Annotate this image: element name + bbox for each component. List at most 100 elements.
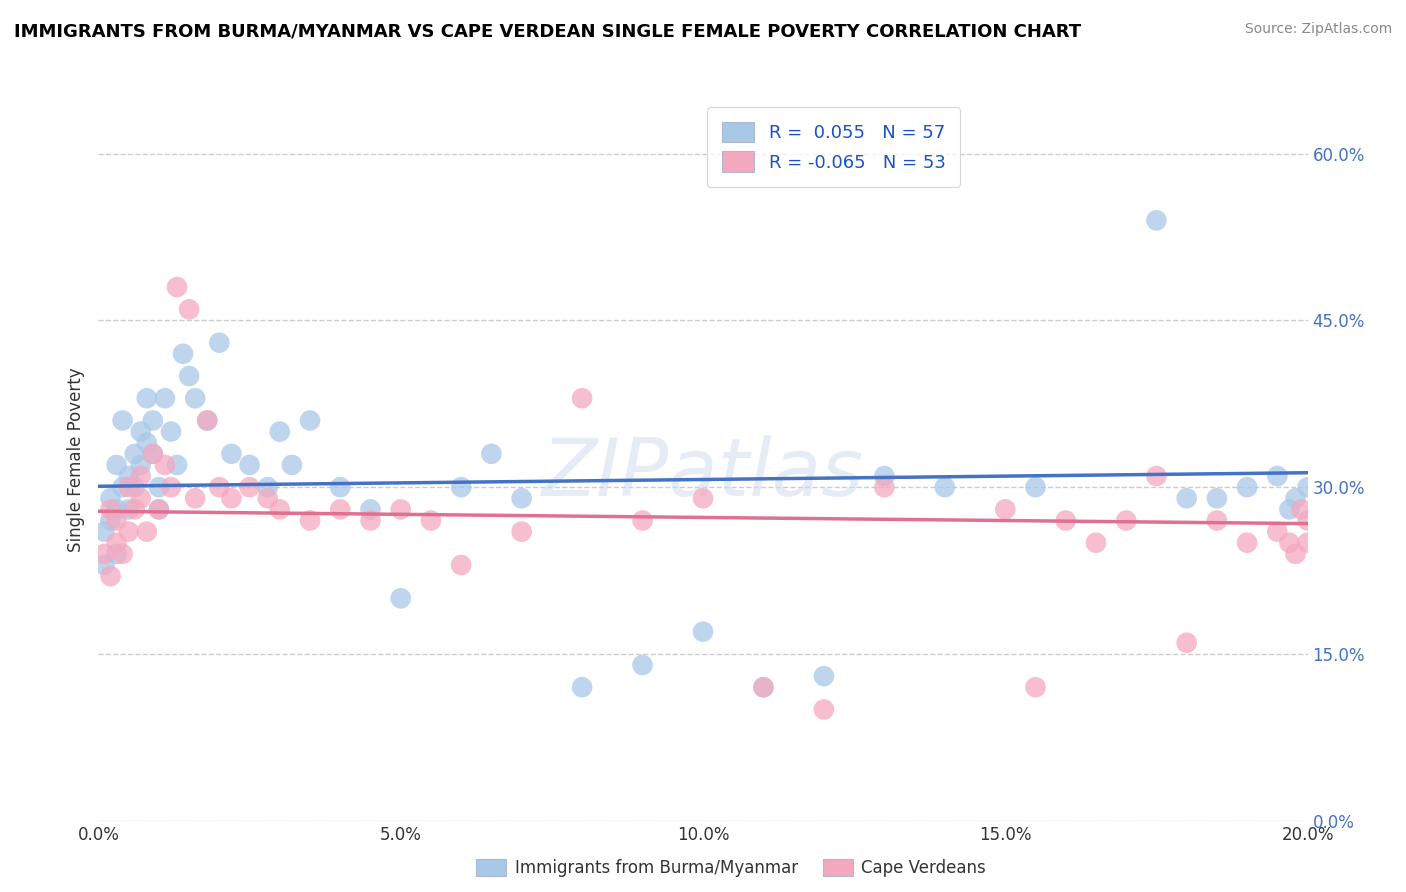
Point xyxy=(299,514,322,528)
Point xyxy=(692,491,714,506)
Point xyxy=(129,491,152,506)
Point xyxy=(631,658,654,673)
Point xyxy=(179,369,201,384)
Point xyxy=(148,480,170,494)
Point xyxy=(752,680,775,694)
Point xyxy=(100,491,122,506)
Point xyxy=(269,502,291,516)
Point xyxy=(1144,469,1167,483)
Point xyxy=(510,524,533,539)
Point xyxy=(1054,514,1077,528)
Point xyxy=(142,413,165,427)
Point xyxy=(100,514,122,528)
Point xyxy=(1296,514,1319,528)
Point xyxy=(1024,680,1046,694)
Point xyxy=(329,480,352,494)
Legend: R =  0.055   N = 57, R = -0.065   N = 53: R = 0.055 N = 57, R = -0.065 N = 53 xyxy=(707,107,960,186)
Point xyxy=(142,447,165,461)
Point xyxy=(752,680,775,694)
Point xyxy=(1236,480,1258,494)
Legend: Immigrants from Burma/Myanmar, Cape Verdeans: Immigrants from Burma/Myanmar, Cape Verd… xyxy=(470,852,993,884)
Point xyxy=(93,524,115,539)
Point xyxy=(184,391,207,405)
Point xyxy=(124,502,146,516)
Point xyxy=(153,391,176,405)
Point xyxy=(105,535,128,549)
Point xyxy=(420,514,443,528)
Point xyxy=(813,669,835,683)
Point xyxy=(118,502,141,516)
Point xyxy=(166,280,188,294)
Point xyxy=(571,391,593,405)
Point xyxy=(129,458,152,472)
Point xyxy=(1024,480,1046,494)
Point xyxy=(135,435,157,450)
Point xyxy=(239,480,262,494)
Point xyxy=(105,502,128,516)
Point xyxy=(510,491,533,506)
Point xyxy=(873,480,896,494)
Point xyxy=(118,469,141,483)
Point xyxy=(1236,535,1258,549)
Point xyxy=(105,547,128,561)
Text: Source: ZipAtlas.com: Source: ZipAtlas.com xyxy=(1244,22,1392,37)
Point xyxy=(105,514,128,528)
Point xyxy=(172,347,194,361)
Point xyxy=(1296,480,1319,494)
Point xyxy=(631,514,654,528)
Point xyxy=(873,469,896,483)
Point xyxy=(184,491,207,506)
Point xyxy=(208,335,231,350)
Point xyxy=(239,458,262,472)
Point xyxy=(299,413,322,427)
Point xyxy=(389,502,412,516)
Point xyxy=(813,702,835,716)
Point xyxy=(93,558,115,572)
Point xyxy=(1144,213,1167,227)
Point xyxy=(1175,636,1198,650)
Point xyxy=(135,391,157,405)
Point xyxy=(450,480,472,494)
Point xyxy=(1267,524,1289,539)
Point xyxy=(360,514,382,528)
Point xyxy=(1267,469,1289,483)
Point xyxy=(1284,547,1306,561)
Point xyxy=(269,425,291,439)
Point xyxy=(389,591,412,606)
Point xyxy=(160,425,183,439)
Point xyxy=(129,469,152,483)
Point xyxy=(1115,514,1137,528)
Point xyxy=(148,502,170,516)
Point xyxy=(281,458,304,472)
Point xyxy=(135,524,157,539)
Point xyxy=(129,425,152,439)
Point xyxy=(692,624,714,639)
Point xyxy=(1278,502,1301,516)
Point xyxy=(994,502,1017,516)
Text: IMMIGRANTS FROM BURMA/MYANMAR VS CAPE VERDEAN SINGLE FEMALE POVERTY CORRELATION : IMMIGRANTS FROM BURMA/MYANMAR VS CAPE VE… xyxy=(14,22,1081,40)
Point xyxy=(100,502,122,516)
Point xyxy=(195,413,218,427)
Point xyxy=(179,302,201,317)
Point xyxy=(1284,491,1306,506)
Point xyxy=(450,558,472,572)
Point xyxy=(571,680,593,694)
Point xyxy=(118,480,141,494)
Point xyxy=(329,502,352,516)
Point xyxy=(160,480,183,494)
Point xyxy=(195,413,218,427)
Point xyxy=(1175,491,1198,506)
Point xyxy=(1206,491,1229,506)
Point xyxy=(105,458,128,472)
Point xyxy=(481,447,503,461)
Point xyxy=(153,458,176,472)
Text: ZIPatlas: ZIPatlas xyxy=(541,434,865,513)
Point xyxy=(111,547,134,561)
Point xyxy=(111,413,134,427)
Point xyxy=(1278,535,1301,549)
Point xyxy=(208,480,231,494)
Point xyxy=(360,502,382,516)
Point xyxy=(142,447,165,461)
Point xyxy=(93,547,115,561)
Point xyxy=(111,480,134,494)
